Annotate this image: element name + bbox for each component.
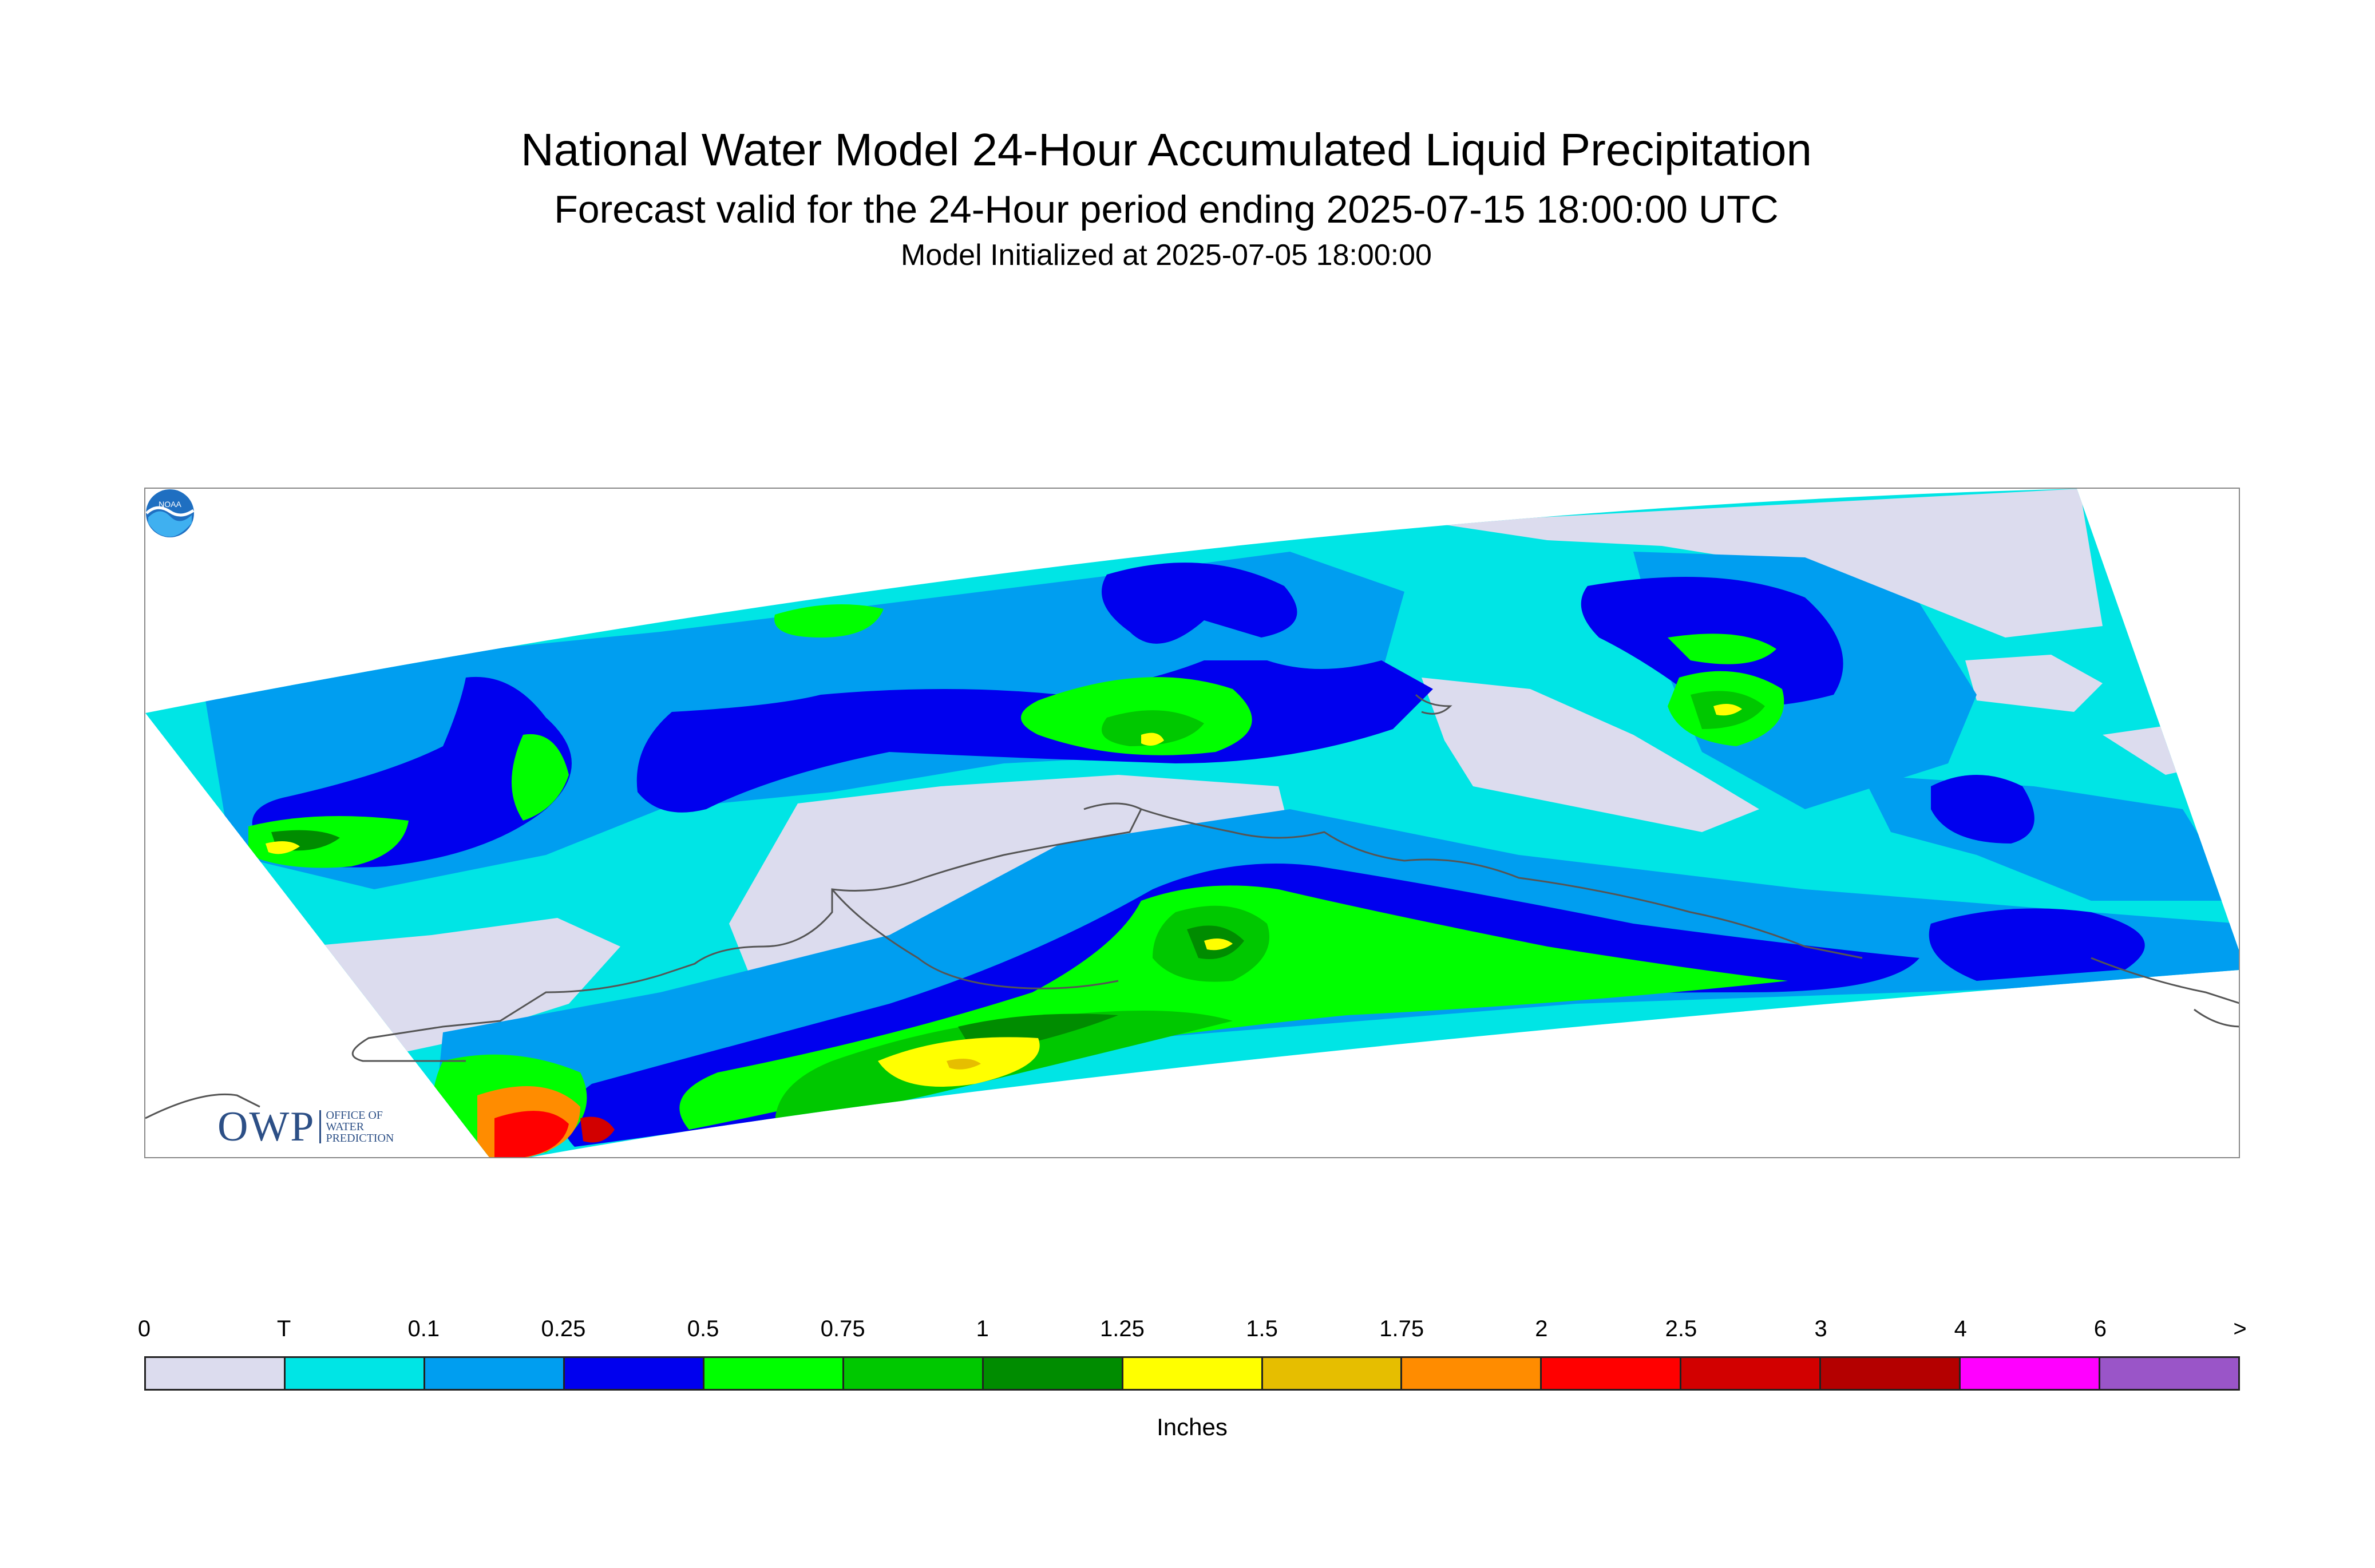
noaa-logo-text: NOAA xyxy=(159,500,181,509)
legend-tick-label: 2.5 xyxy=(1665,1316,1697,1341)
precipitation-map-canvas xyxy=(145,489,2239,1157)
forecast-valid-subtitle: Forecast valid for the 24-Hour period en… xyxy=(554,188,1779,231)
owp-logo-line: PREDICTION xyxy=(326,1132,394,1145)
precip-1.25-1.5 xyxy=(266,841,300,854)
legend-tick-label: 4 xyxy=(1954,1316,1967,1341)
legend-swatch xyxy=(1961,1358,2101,1389)
legend-color-bar xyxy=(144,1356,2240,1391)
precip-0.25-0.5 xyxy=(1929,908,2145,981)
legend-tick-label: 0.1 xyxy=(407,1316,440,1341)
precip-0.5-0.75 xyxy=(1668,633,1776,664)
owp-logo: OWP OFFICE OF WATER PREDICTION xyxy=(217,1103,394,1150)
legend-units-label: Inches xyxy=(1157,1413,1228,1440)
legend-swatch xyxy=(844,1358,984,1389)
legend-tick-label: 3 xyxy=(1814,1316,1827,1341)
chart-title: National Water Model 24-Hour Accumulated… xyxy=(521,124,1812,175)
legend-swatch xyxy=(983,1358,1123,1389)
legend-labels: 0 T 0.1 0.25 0.5 0.75 1 1.25 1.5 1.75 2 2.5 3 4 6 > xyxy=(138,1316,2247,1345)
precip-0.5-0.75 xyxy=(774,604,884,638)
precip-0.25-0.5 xyxy=(1931,775,2034,844)
owp-logo-line: WATER xyxy=(326,1120,365,1133)
precip-1.5-1.75 xyxy=(947,1059,981,1070)
legend-swatch xyxy=(704,1358,844,1389)
legend-tick-label: 1.25 xyxy=(1099,1316,1145,1341)
owp-logo-text: OFFICE OF WATER PREDICTION xyxy=(326,1110,394,1144)
legend-swatch xyxy=(425,1358,565,1389)
legend-tick-label: 1.5 xyxy=(1246,1316,1278,1341)
legend-swatch xyxy=(1402,1358,1542,1389)
legend-tick-label: T xyxy=(276,1316,291,1341)
owp-logo-line: OFFICE OF xyxy=(326,1109,383,1122)
legend-tick-label: 1 xyxy=(976,1316,989,1341)
zero-precip-area xyxy=(1433,489,2103,638)
legend-tick-label: 0.5 xyxy=(687,1316,719,1341)
precip-1.25-1.5 xyxy=(1713,704,1742,716)
legend-swatch xyxy=(1123,1358,1263,1389)
legend-swatch xyxy=(1542,1358,1682,1389)
model-initialized-text: Model Initialized at 2025-07-05 18:00:00 xyxy=(901,239,1432,272)
legend-swatch xyxy=(1681,1358,1822,1389)
precip-1.25-1.5 xyxy=(1141,732,1164,746)
zero-precip-area xyxy=(1422,678,1759,832)
legend-tick-label: 0 xyxy=(137,1316,151,1341)
precipitation-map: OWP OFFICE OF WATER PREDICTION NOAA xyxy=(144,488,2240,1158)
owp-logo-letters: OWP xyxy=(217,1103,315,1150)
legend-swatch xyxy=(2100,1358,2239,1389)
legend-tick-label: 0.25 xyxy=(541,1316,586,1341)
legend-tick-label: > xyxy=(2233,1316,2247,1341)
precip-2-2.5 xyxy=(494,1111,569,1157)
precip-1.25-1.5 xyxy=(1204,939,1233,951)
legend-swatch xyxy=(1821,1358,1961,1389)
legend-tick-label: 0.75 xyxy=(820,1316,865,1341)
zero-precip-area xyxy=(1965,655,2103,712)
legend-tick-label: 2 xyxy=(1535,1316,1548,1341)
legend-swatch xyxy=(1262,1358,1403,1389)
owp-logo-divider xyxy=(319,1110,322,1143)
legend-swatch xyxy=(146,1358,286,1389)
precip-0.5-0.75 xyxy=(512,734,569,821)
legend-tick-label: 1.75 xyxy=(1379,1316,1424,1341)
noaa-logo-icon: NOAA xyxy=(145,489,195,537)
precipitation-fields xyxy=(203,489,2239,1157)
coastlines xyxy=(145,694,2239,1119)
precip-0.75-1 xyxy=(1102,710,1204,746)
color-legend: 0 T 0.1 0.25 0.5 0.75 1 1.25 1.5 1.75 2 2.5 3 4 6 > Inc… xyxy=(138,1316,2247,1442)
legend-tick-label: 6 xyxy=(2093,1316,2107,1341)
legend-swatch xyxy=(285,1358,425,1389)
precip-0.25-0.5 xyxy=(1102,563,1297,644)
legend-swatch xyxy=(564,1358,704,1389)
precip-2.5-3 xyxy=(580,1116,615,1143)
